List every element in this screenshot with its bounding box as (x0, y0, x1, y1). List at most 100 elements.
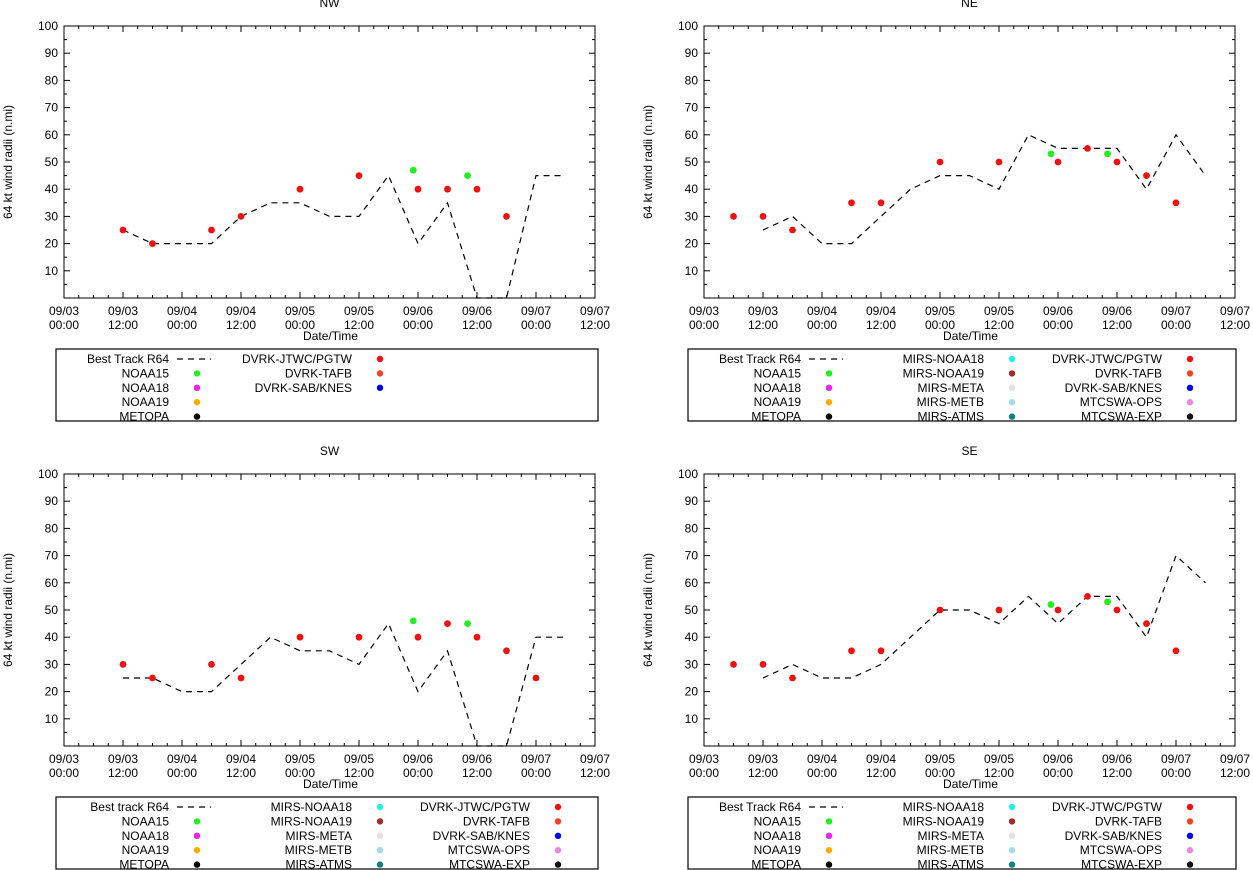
y-tick-label: 20 (685, 685, 699, 699)
legend-label: MTCSWA-OPS (1080, 843, 1162, 857)
y-tick-label: 60 (685, 128, 699, 142)
data-point (995, 158, 1003, 166)
x-tick-label-time: 00:00 (403, 318, 433, 332)
plot-frame (63, 25, 596, 299)
legend-marker (376, 803, 384, 811)
legend-marker (1186, 413, 1194, 420)
x-tick-label-date: 09/03 (689, 752, 719, 766)
y-tick-label: 50 (45, 155, 59, 169)
legend-marker (1008, 803, 1016, 811)
y-tick-label: 70 (45, 549, 59, 563)
legend-marker (825, 861, 833, 868)
legend-label: DVRK-SAB/KNES (1065, 381, 1162, 395)
y-tick-label: 50 (45, 603, 59, 617)
data-point (409, 166, 417, 174)
legend-marker (376, 370, 384, 377)
data-point (1054, 158, 1062, 166)
x-tick-label-time: 12:00 (226, 766, 256, 780)
x-tick-label-date: 09/05 (984, 304, 1014, 318)
y-tick-label: 40 (45, 630, 59, 644)
x-tick-label-date: 09/04 (866, 752, 896, 766)
x-tick-label-time: 12:00 (108, 766, 138, 780)
x-tick-label-time: 12:00 (748, 766, 778, 780)
x-tick-label-date: 09/04 (167, 304, 197, 318)
y-tick-label: 80 (45, 73, 59, 87)
y-tick-label: 80 (45, 521, 59, 535)
y-axis-label: 64 kt wind radii (n.mi) (1, 553, 15, 667)
legend-marker (193, 384, 201, 391)
x-tick-label-date: 09/04 (807, 752, 837, 766)
legend-marker (1008, 818, 1016, 825)
best-track-line (762, 133, 1206, 245)
data-point (848, 199, 855, 207)
legend-marker (376, 384, 384, 391)
legend-marker (554, 803, 562, 811)
data-point (936, 606, 944, 614)
legend-marker (1008, 355, 1016, 363)
x-tick-label-date: 09/07 (1161, 304, 1191, 318)
legend-label: DVRK-JTWC/PGTW (1052, 352, 1163, 366)
legend-label: NOAA15 (122, 814, 170, 828)
best-track-line (762, 554, 1206, 679)
legend-marker (554, 818, 562, 825)
y-tick-label: 90 (45, 46, 59, 60)
x-tick-label-time: 00:00 (1043, 318, 1073, 332)
legend-marker (554, 832, 562, 839)
legend-marker (376, 847, 384, 854)
legend-marker (825, 818, 833, 825)
y-tick-label: 40 (685, 182, 699, 196)
legend-label: DVRK-JTWC/PGTW (420, 800, 531, 814)
legend-marker (825, 399, 833, 406)
y-tick-label: 80 (685, 521, 699, 535)
legend-marker (376, 861, 384, 868)
legend-label: MIRS-META (286, 829, 352, 843)
legend-marker (1186, 803, 1194, 811)
x-tick-label-time: 12:00 (580, 318, 610, 332)
data-point (789, 674, 796, 682)
legend-label: DVRK-SAB/KNES (255, 381, 352, 395)
x-tick-label-date: 09/06 (462, 304, 492, 318)
legend-label: DVRK-SAB/KNES (433, 829, 530, 843)
x-tick-label-date: 09/04 (866, 304, 896, 318)
x-tick-label-time: 00:00 (49, 318, 79, 332)
data-point (473, 633, 481, 641)
x-tick-label-time: 12:00 (866, 766, 896, 780)
x-tick-label-date: 09/06 (1102, 752, 1132, 766)
legend-frame (687, 796, 1237, 870)
legend-label: NOAA18 (754, 381, 802, 395)
legend-label: Best track R64 (90, 800, 169, 814)
x-tick-label-time: 12:00 (226, 318, 256, 332)
x-tick-label-time: 12:00 (344, 318, 374, 332)
data-point (1172, 199, 1180, 207)
y-tick-label: 40 (685, 630, 699, 644)
x-tick-label-date: 09/03 (49, 752, 79, 766)
legend-label: DVRK-TAFB (285, 366, 352, 380)
legend-marker (1008, 832, 1016, 839)
y-tick-label: 30 (685, 209, 699, 223)
legend-marker (1186, 847, 1194, 854)
data-point (149, 674, 156, 682)
data-point (1054, 606, 1062, 614)
legend-label: NOAA15 (754, 366, 802, 380)
data-point (730, 213, 737, 220)
legend-marker (376, 818, 384, 825)
y-tick-label: 20 (685, 237, 699, 251)
x-tick-label-date: 09/07 (580, 304, 610, 318)
legend-label: Best Track R64 (87, 352, 169, 366)
legend-label: MIRS-NOAA19 (271, 814, 353, 828)
data-point (1047, 601, 1055, 608)
y-tick-label: 90 (45, 494, 59, 508)
x-tick-label-time: 00:00 (167, 766, 197, 780)
x-tick-label-time: 12:00 (866, 318, 896, 332)
data-point (877, 647, 885, 655)
legend-marker (1186, 861, 1194, 868)
x-tick-label-date: 09/06 (403, 752, 433, 766)
x-tick-label-time: 00:00 (521, 318, 551, 332)
x-tick-label-time: 00:00 (167, 318, 197, 332)
data-point (1143, 172, 1150, 180)
data-point (409, 617, 417, 625)
x-tick-label-date: 09/03 (108, 304, 138, 318)
x-tick-label-time: 00:00 (925, 318, 955, 332)
